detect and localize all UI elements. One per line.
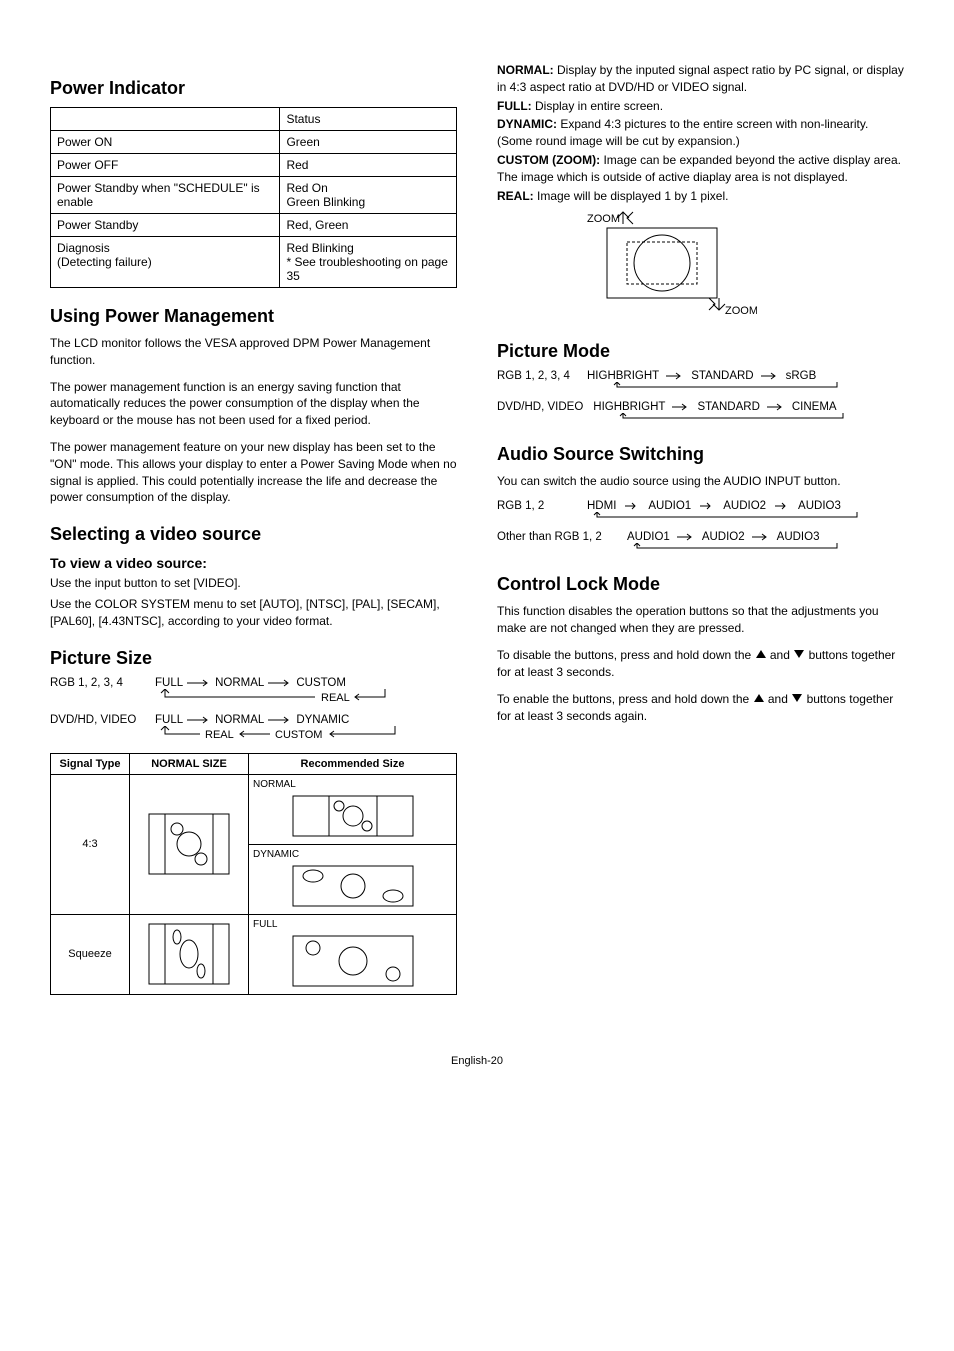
control-lock-p2: To disable the buttons, press and hold d… — [497, 647, 904, 681]
aspect-dynamic-icon — [283, 862, 423, 910]
page: Power Indicator Status Power ONGreen Pow… — [50, 60, 904, 995]
arrow-right-icon — [268, 677, 292, 689]
arrow-right-icon — [758, 370, 782, 382]
power-indicator-table: Status Power ONGreen Power OFFRed Power … — [50, 107, 457, 288]
status-header: Status — [280, 108, 457, 131]
table-row: Power OFFRed — [51, 154, 457, 177]
flow-return-icon: REAL — [155, 689, 395, 705]
select-video-p1: Use the input button to set [VIDEO]. — [50, 575, 457, 592]
table-row: Diagnosis (Detecting failure)Red Blinkin… — [51, 237, 457, 288]
power-mgmt-heading: Using Power Management — [50, 306, 457, 327]
triangle-down-icon — [791, 691, 803, 708]
svg-text:REAL: REAL — [205, 729, 234, 741]
right-column: NORMAL: Display by the inputed signal as… — [497, 60, 904, 995]
table-row: Signal Type NORMAL SIZE Recommended Size — [51, 753, 457, 774]
arrow-right-icon — [749, 531, 773, 543]
triangle-up-icon — [753, 691, 765, 708]
zoom-diagram: ZOOM ZOOM — [557, 210, 904, 323]
table-row: Squeeze FULL — [51, 914, 457, 994]
page-footer: English-20 — [50, 1055, 904, 1067]
flow-return-icon — [627, 543, 847, 553]
select-video-heading: Selecting a video source — [50, 524, 457, 545]
table-row: 4:3 NORMAL — [51, 774, 457, 914]
table-row: Power Standby when "SCHEDULE" is enableR… — [51, 177, 457, 214]
triangle-down-icon — [793, 647, 805, 664]
arrow-right-icon — [663, 370, 687, 382]
audio-flow-rgb: RGB 1, 2 HDMI AUDIO1 AUDIO2 AUDIO3 — [497, 500, 904, 525]
left-column: Power Indicator Status Power ONGreen Pow… — [50, 60, 457, 995]
table-row: Power StandbyRed, Green — [51, 214, 457, 237]
aspect-normal-icon — [283, 792, 423, 840]
power-indicator-heading: Power Indicator — [50, 78, 457, 99]
def-dynamic-label: DYNAMIC: — [497, 117, 557, 131]
picture-mode-flow-dvd: DVD/HD, VIDEO HIGHBRIGHT STANDARD CINEMA — [497, 401, 904, 426]
svg-text:CUSTOM: CUSTOM — [275, 729, 322, 741]
select-video-p2: Use the COLOR SYSTEM menu to set [AUTO],… — [50, 596, 457, 630]
zoom-top-label: ZOOM — [587, 213, 620, 225]
select-video-sub: To view a video source: — [50, 555, 457, 571]
picture-size-heading: Picture Size — [50, 648, 457, 669]
arrow-right-icon — [669, 401, 693, 413]
def-normal-label: NORMAL: — [497, 63, 554, 77]
flow-return-label: REAL — [321, 692, 350, 704]
picture-mode-heading: Picture Mode — [497, 341, 904, 362]
arrow-right-icon — [770, 500, 794, 512]
arrow-right-icon — [764, 401, 788, 413]
arrow-right-icon — [674, 531, 698, 543]
flow-return-icon — [587, 382, 847, 392]
def-real-label: REAL: — [497, 189, 534, 203]
table-row: Status — [51, 108, 457, 131]
triangle-up-icon — [755, 647, 767, 664]
picture-size-flow-rgb: RGB 1, 2, 3, 4 FULL NORMAL CUSTOM REAL — [50, 677, 457, 708]
aspect-43-normal-icon — [130, 774, 249, 914]
picture-mode-flow-rgb: RGB 1, 2, 3, 4 HIGHBRIGHT STANDARD sRGB — [497, 370, 904, 395]
aspect-full-icon — [283, 932, 423, 990]
table-row: Power ONGreen — [51, 131, 457, 154]
arrow-right-icon — [268, 714, 292, 726]
control-lock-p3: To enable the buttons, press and hold do… — [497, 691, 904, 725]
arrow-right-icon — [695, 500, 719, 512]
flow-return-icon: REAL CUSTOM — [155, 726, 405, 742]
audio-p: You can switch the audio source using th… — [497, 473, 904, 490]
control-lock-heading: Control Lock Mode — [497, 574, 904, 595]
arrow-right-icon — [620, 500, 644, 512]
picture-size-table: Signal Type NORMAL SIZE Recommended Size… — [50, 753, 457, 995]
arrow-right-icon — [187, 677, 211, 689]
control-lock-p1: This function disables the operation but… — [497, 603, 904, 637]
audio-flow-other: Other than RGB 1, 2 AUDIO1 AUDIO2 AUDIO3 — [497, 531, 904, 556]
arrow-right-icon — [187, 714, 211, 726]
power-mgmt-p2: The power management function is an ener… — [50, 379, 457, 429]
flow-return-icon — [587, 512, 867, 522]
aspect-squeeze-normal-icon — [130, 914, 249, 994]
power-mgmt-p3: The power management feature on your new… — [50, 439, 457, 506]
zoom-bottom-label: ZOOM — [725, 305, 757, 317]
picture-size-flow-dvd: DVD/HD, VIDEO FULL NORMAL DYNAMIC REAL C… — [50, 714, 457, 745]
def-full-label: FULL: — [497, 99, 532, 113]
audio-heading: Audio Source Switching — [497, 444, 904, 465]
power-mgmt-p1: The LCD monitor follows the VESA approve… — [50, 335, 457, 369]
def-custom-label: CUSTOM (ZOOM): — [497, 153, 600, 167]
picture-size-definitions: NORMAL: Display by the inputed signal as… — [497, 62, 904, 204]
flow-return-icon — [593, 413, 853, 423]
